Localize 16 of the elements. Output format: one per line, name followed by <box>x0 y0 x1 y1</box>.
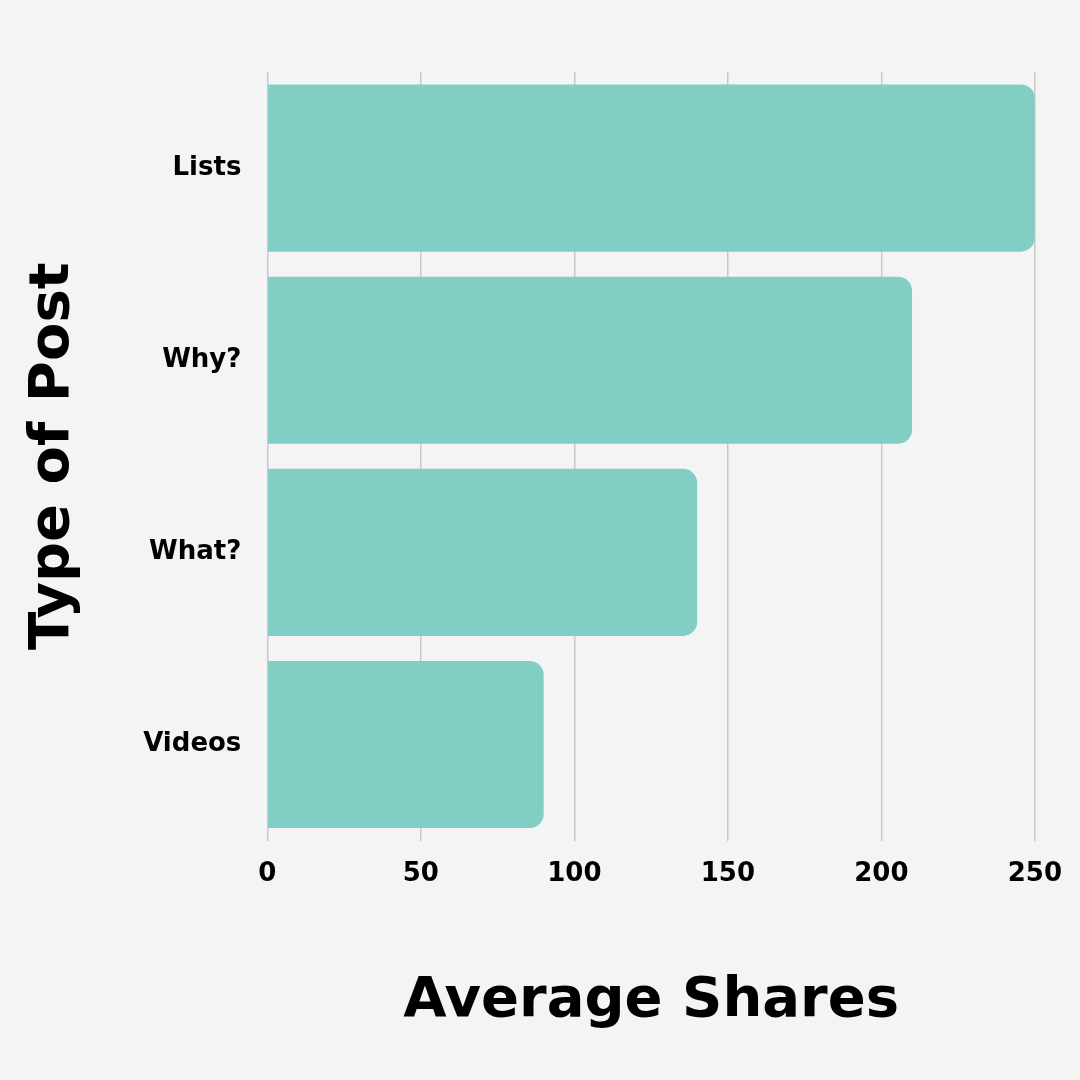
bar <box>268 276 913 444</box>
x-tick-label: 100 <box>547 856 602 887</box>
x-tick-label: 0 <box>258 856 277 887</box>
y-axis-title: Type of Post <box>16 262 82 651</box>
x-axis-title: Average Shares <box>403 963 899 1029</box>
y-tick-label: Why? <box>162 342 242 373</box>
x-tick-label: 200 <box>854 856 909 887</box>
bar <box>268 468 698 636</box>
x-tick-label: 150 <box>700 856 755 887</box>
x-tick-label: 50 <box>402 856 439 887</box>
y-tick-label: Lists <box>172 150 242 181</box>
y-tick-label: Videos <box>143 727 242 758</box>
y-tick-label: What? <box>149 535 242 566</box>
bar <box>268 84 1035 252</box>
x-tick-label: 250 <box>1007 856 1062 887</box>
bar <box>268 660 544 829</box>
